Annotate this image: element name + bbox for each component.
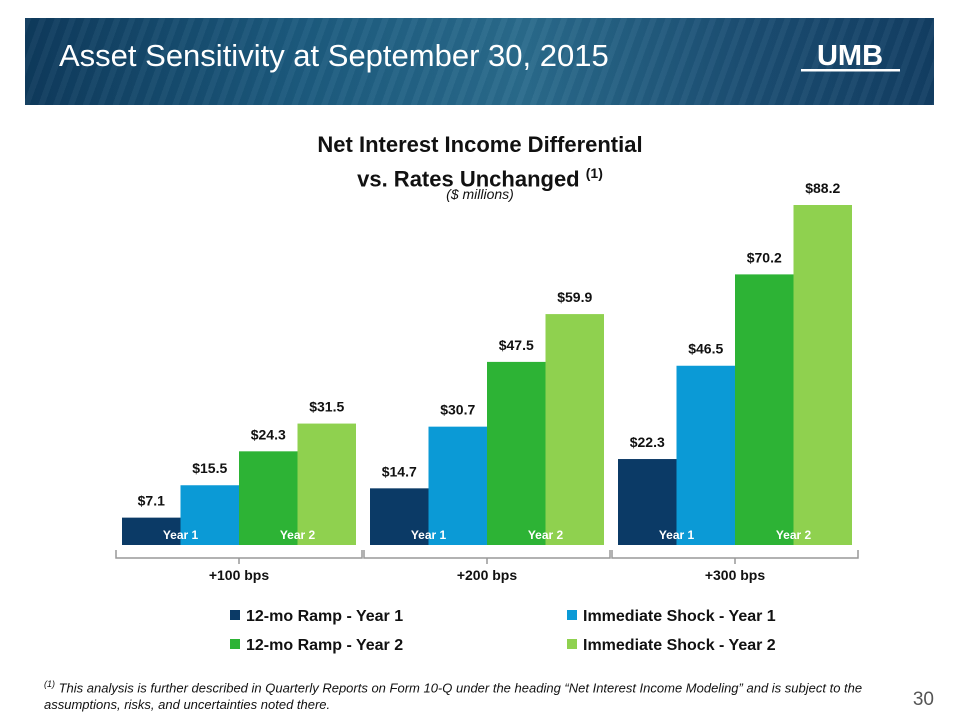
legend-swatch [230, 610, 240, 620]
legend-label: 12-mo Ramp - Year 2 [246, 637, 404, 654]
data-label: $15.5 [192, 460, 227, 476]
logo-underline [801, 69, 900, 72]
year-label: Year 2 [280, 528, 316, 542]
data-label: $88.2 [805, 180, 840, 196]
category-bracket [115, 550, 363, 559]
bar [428, 426, 487, 545]
data-label: $31.5 [309, 399, 344, 415]
legend-item-shock-year2: Immediate Shock - Year 2 [567, 637, 776, 655]
banner-texture [25, 18, 934, 105]
legend-swatch [230, 639, 240, 649]
data-label: $14.7 [382, 463, 417, 479]
data-label: $70.2 [747, 249, 782, 265]
year-label: Year 2 [776, 528, 812, 542]
data-label: $30.7 [440, 402, 475, 418]
legend-item-ramp-year2: 12-mo Ramp - Year 2 [230, 637, 403, 655]
data-label: $22.3 [630, 434, 665, 450]
bar [793, 205, 852, 545]
legend-item-ramp-year1: 12-mo Ramp - Year 1 [230, 608, 403, 626]
data-label: $7.1 [138, 493, 165, 509]
bar [297, 423, 356, 545]
page-title: Asset Sensitivity at September 30, 2015 [59, 38, 609, 73]
bar [618, 459, 677, 545]
bar [676, 365, 735, 545]
bar-chart: $7.1 $15.5 $24.3 $31.5 Year 1 Year 2 +100 bps $… [115, 180, 859, 583]
umb-logo: UMB [801, 41, 900, 72]
bar [487, 361, 546, 545]
logo-text: UMB [817, 41, 883, 72]
footnote-marker: (1) [44, 679, 55, 689]
bar [370, 488, 429, 545]
year-label: Year 2 [528, 528, 564, 542]
category-label: +200 bps [457, 567, 518, 583]
legend-swatch [567, 610, 577, 620]
chart-subtitle: ($ millions) [446, 186, 514, 202]
year-label: Year 1 [659, 528, 695, 542]
bar [545, 314, 604, 545]
legend-label: Immediate Shock - Year 1 [583, 608, 776, 625]
chart-title: Net Interest Income Differential vs. Rat… [0, 131, 960, 193]
data-label: $46.5 [688, 341, 723, 357]
legend-label: 12-mo Ramp - Year 1 [246, 608, 404, 625]
data-label: $47.5 [499, 337, 534, 353]
footnote: (1) This analysis is further described i… [44, 676, 874, 713]
chart-title-line2: vs. Rates Unchanged [357, 166, 580, 192]
chart-legend: 12-mo Ramp - Year 1 Immediate Shock - Ye… [0, 602, 960, 662]
page-number: 30 [912, 689, 934, 710]
chart-title-line1: Net Interest Income Differential [317, 132, 643, 157]
category-label: +300 bps [705, 567, 766, 583]
footnote-text: This analysis is further described in Qu… [44, 680, 863, 713]
legend-item-shock-year1: Immediate Shock - Year 1 [567, 608, 776, 626]
year-label: Year 1 [163, 528, 199, 542]
legend-swatch [567, 639, 577, 649]
data-label: $59.9 [557, 289, 592, 305]
year-label: Year 1 [411, 528, 447, 542]
bar [122, 517, 181, 545]
category-bracket [363, 550, 611, 559]
chart-title-note: (1) [585, 165, 603, 181]
legend-label: Immediate Shock - Year 2 [583, 637, 776, 654]
bar [239, 451, 298, 545]
data-label: $24.3 [251, 426, 286, 442]
category-bracket [611, 550, 859, 559]
category-label: +100 bps [209, 567, 270, 583]
bar [180, 485, 239, 545]
bar [735, 274, 794, 545]
header-banner: Asset Sensitivity at September 30, 2015 … [25, 18, 934, 105]
